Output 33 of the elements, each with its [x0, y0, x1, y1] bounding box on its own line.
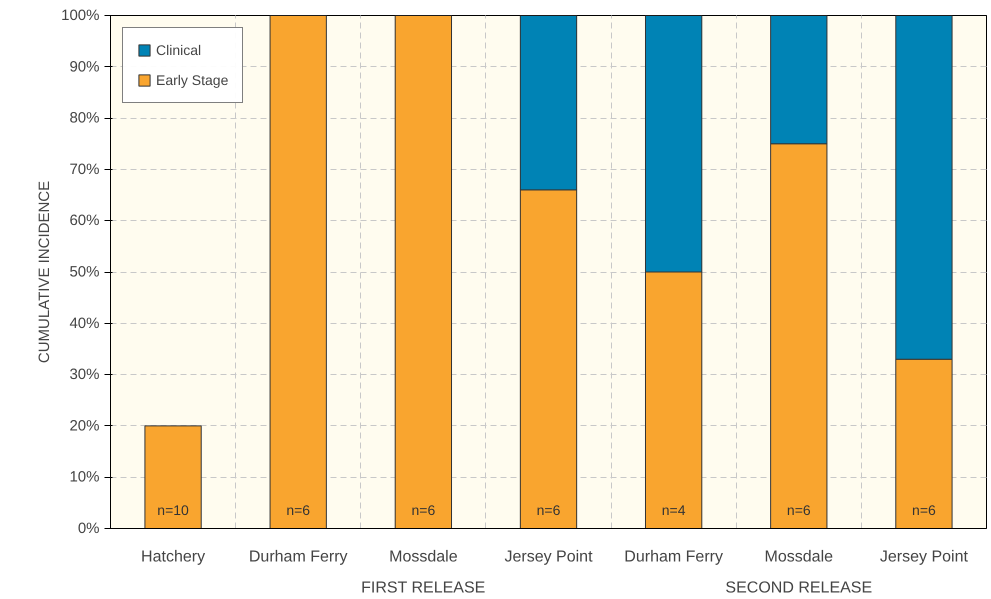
y-tick-label: 60%: [69, 212, 100, 230]
bar: [394, 16, 452, 528]
x-tick-label: Mossdale: [389, 548, 458, 566]
x-tick-label: Durham Ferry: [624, 548, 723, 566]
annotation: n=6: [536, 502, 561, 518]
annotation: n=4: [662, 502, 686, 518]
x-tick-label: Jersey Point: [504, 548, 594, 566]
y-tick-label: 10%: [69, 468, 100, 486]
x-tick-label: Hatchery: [141, 548, 206, 566]
x-tick-label: Durham Ferry: [248, 548, 348, 566]
y-tick-label: 20%: [69, 417, 100, 434]
text: SECOND RELEASE: [725, 580, 872, 596]
x-tick-label: Mossdale: [764, 548, 834, 566]
legend-label: Clinical: [156, 42, 202, 58]
y-tick-label: 40%: [69, 314, 100, 332]
y-tick-label: 0%: [78, 520, 100, 537]
y-tick-label: 70%: [69, 160, 100, 178]
annotation: n=6: [411, 502, 436, 518]
x-tick-label: Jersey Point: [880, 548, 969, 566]
annotation: n=10: [157, 502, 190, 518]
bar: [144, 425, 202, 528]
annotation: n=6: [786, 502, 811, 518]
y-tick-label: 50%: [69, 264, 100, 280]
annotation: n=6: [912, 502, 936, 518]
bar: [270, 16, 327, 528]
y-tick-label: 90%: [69, 58, 100, 76]
y-axis-title: CUMULATIVE INCIDENCE: [36, 180, 54, 364]
y-tick-label: 30%: [69, 366, 100, 384]
y-tick-label: 80%: [69, 110, 100, 127]
annotation: n=6: [286, 502, 310, 518]
legend-label: Early Stage: [156, 72, 228, 88]
text: FIRST RELEASE: [361, 580, 486, 596]
y-tick-label: 100%: [61, 7, 100, 24]
